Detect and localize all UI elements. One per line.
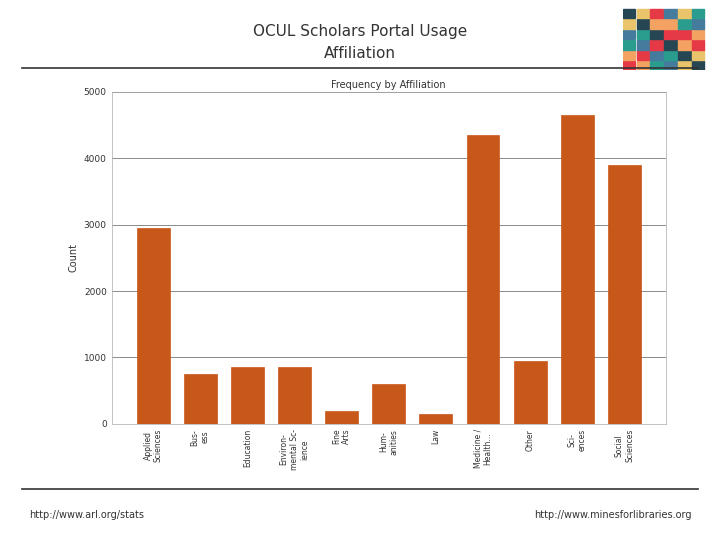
Bar (650, 60, 663, 70)
Text: Affiliation: Affiliation (324, 46, 396, 61)
Bar (678, 19, 690, 29)
Bar (665, 50, 677, 60)
Bar (278, 367, 311, 424)
Text: http://www.arl.org/stats: http://www.arl.org/stats (29, 510, 144, 519)
Bar (467, 135, 500, 424)
Bar (513, 361, 546, 424)
Bar (692, 30, 704, 39)
Bar (665, 9, 677, 18)
Bar (665, 60, 677, 70)
Bar (608, 165, 641, 424)
Bar (692, 40, 704, 50)
Bar (636, 19, 649, 29)
Bar (636, 60, 649, 70)
Text: http://www.minesforlibraries.org: http://www.minesforlibraries.org (534, 510, 691, 519)
Bar (623, 60, 636, 70)
Bar (678, 9, 690, 18)
Bar (665, 19, 677, 29)
Bar (650, 50, 663, 60)
Bar (636, 9, 649, 18)
Title: Frequency by Affiliation: Frequency by Affiliation (331, 79, 446, 90)
Bar (184, 374, 217, 424)
Bar (137, 228, 170, 424)
Bar (623, 50, 636, 60)
Bar (678, 40, 690, 50)
Bar (636, 50, 649, 60)
Bar (372, 384, 405, 424)
Text: OCUL Scholars Portal Usage: OCUL Scholars Portal Usage (253, 24, 467, 39)
Bar (650, 30, 663, 39)
Bar (623, 9, 636, 18)
Bar (325, 410, 358, 424)
Bar (692, 60, 704, 70)
Bar (636, 30, 649, 39)
Bar (636, 40, 649, 50)
Bar (678, 60, 690, 70)
Bar (623, 40, 636, 50)
Bar (623, 19, 636, 29)
Bar (231, 367, 264, 424)
Bar (678, 50, 690, 60)
Bar (650, 40, 663, 50)
Bar (678, 30, 690, 39)
Bar (665, 30, 677, 39)
Bar (692, 50, 704, 60)
Bar (420, 414, 452, 424)
Bar (650, 19, 663, 29)
Bar (692, 9, 704, 18)
Y-axis label: Count: Count (68, 244, 78, 272)
Bar (665, 40, 677, 50)
Bar (692, 19, 704, 29)
Bar (623, 30, 636, 39)
Bar (561, 115, 594, 424)
Bar (650, 9, 663, 18)
